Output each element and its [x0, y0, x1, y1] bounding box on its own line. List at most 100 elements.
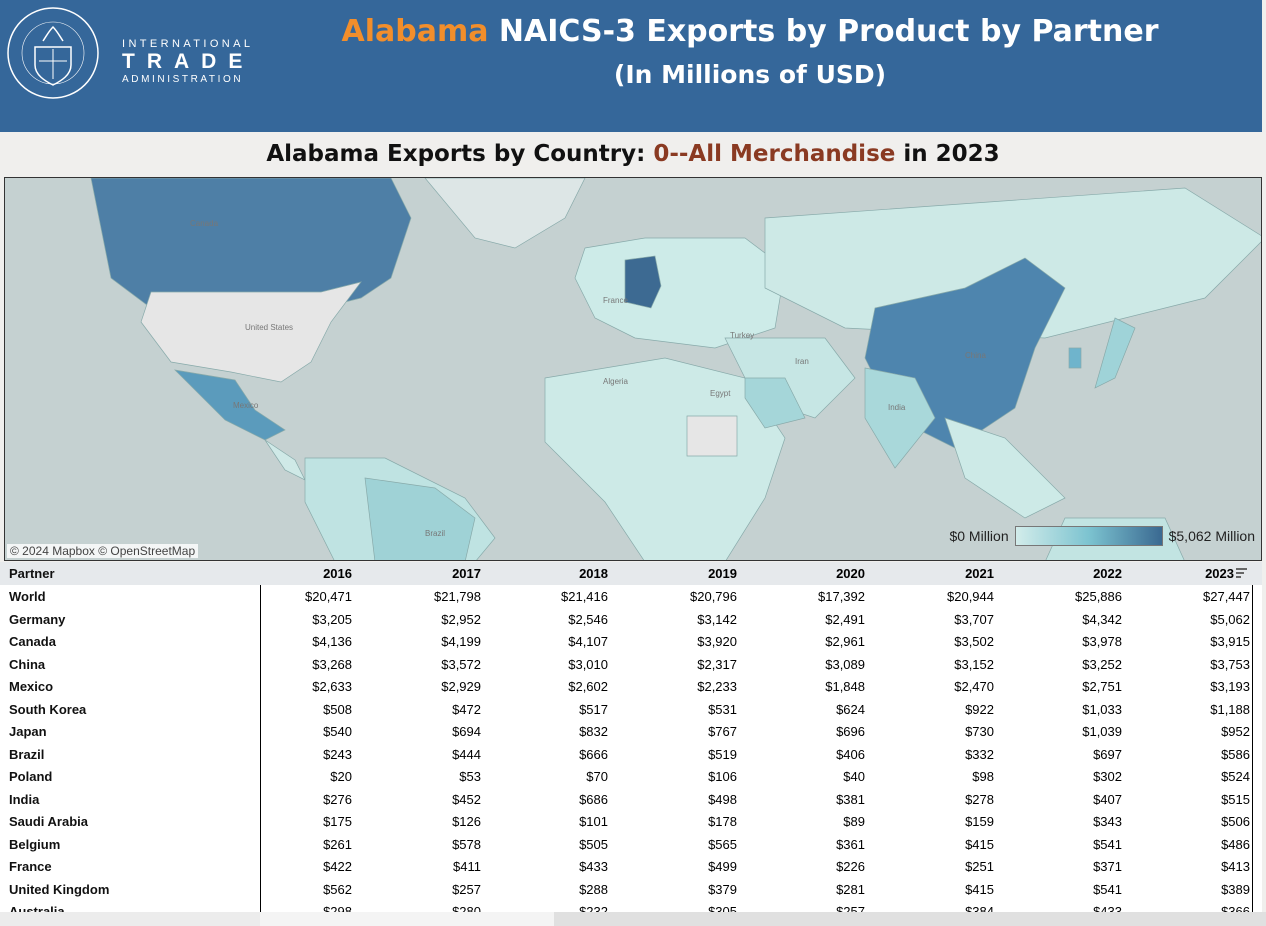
export-value: $407: [1093, 791, 1122, 807]
horizontal-scrollbar[interactable]: [0, 912, 1266, 926]
country-japan[interactable]: [1094, 317, 1136, 389]
export-value: $1,188: [1210, 701, 1250, 717]
export-value: $4,199: [441, 634, 481, 649]
table-row[interactable]: Saudi Arabia $175 $126 $101 $178 $89 $159 $343 $…: [0, 810, 1262, 833]
export-value: $541: [1093, 836, 1122, 852]
table-row[interactable]: India $276 $452 $686 $498 $381 $278 $407 $515: [0, 788, 1262, 811]
export-value: $2,470: [954, 679, 994, 694]
export-value: $381: [836, 791, 865, 807]
dashboard-header: INTERNATIONAL TRADE ADMINISTRATION Alaba…: [0, 0, 1262, 132]
export-value: $20,796: [690, 589, 737, 604]
export-value: $452: [452, 791, 481, 807]
export-value: $832: [579, 724, 608, 739]
column-header-year[interactable]: 2019: [708, 566, 737, 581]
export-value: $20,471: [305, 589, 352, 604]
map-attribution[interactable]: © 2024 Mapbox © OpenStreetMap: [7, 544, 199, 558]
column-header-year[interactable]: 2021: [965, 566, 994, 581]
table-row[interactable]: Germany $3,205 $2,952 $2,546 $3,142 $2,491 $3,…: [0, 608, 1262, 631]
logo-line-2: TRADE: [122, 50, 255, 73]
sort-descending-icon[interactable]: [1236, 567, 1248, 579]
export-value: $361: [836, 836, 865, 852]
table-row[interactable]: France $422 $411 $433 $499 $226 $251 $371 $413: [0, 855, 1262, 878]
export-value: $305: [708, 904, 737, 912]
export-value: $257: [452, 881, 481, 897]
country-india[interactable]: [864, 367, 936, 469]
column-header-year[interactable]: 2023: [1205, 566, 1234, 581]
export-value: $343: [1093, 814, 1122, 829]
export-value: $3,753: [1210, 656, 1250, 672]
export-value: $4,342: [1082, 611, 1122, 627]
table-row[interactable]: Mexico $2,633 $2,929 $2,602 $2,233 $1,848 $2,4…: [0, 675, 1262, 698]
export-value: $4,136: [312, 634, 352, 649]
choropleth-map[interactable]: Canada United States Mexico Brazil France Tur…: [4, 177, 1262, 561]
export-value: $411: [453, 859, 481, 874]
export-value: $53: [459, 769, 481, 784]
export-value: $2,633: [312, 679, 352, 694]
export-value: $2,546: [568, 611, 608, 627]
legend-min: $0 Million: [949, 528, 1009, 544]
country-saudi-arabia[interactable]: [744, 377, 806, 429]
export-value: $952: [1221, 724, 1250, 739]
export-value: $3,010: [568, 656, 608, 672]
central-america[interactable]: [264, 439, 306, 481]
map-label: United States: [245, 323, 293, 332]
africa[interactable]: [544, 357, 786, 561]
export-value: $178: [708, 814, 737, 829]
table-row[interactable]: South Korea $508 $472 $517 $531 $624 $922 $1,03…: [0, 698, 1262, 721]
column-header-year[interactable]: 2017: [452, 566, 481, 581]
logo-line-1: INTERNATIONAL: [122, 38, 254, 50]
map-label: France: [603, 296, 628, 305]
export-value: $379: [708, 881, 737, 897]
table-row[interactable]: Japan $540 $694 $832 $767 $696 $730 $1,039 $952: [0, 720, 1262, 743]
export-value: $3,572: [441, 656, 481, 672]
product-selection[interactable]: 0--All Merchandise: [653, 141, 896, 167]
map-title-prefix: Alabama Exports by Country:: [266, 141, 654, 167]
column-header-year[interactable]: 2018: [579, 566, 608, 581]
scrollbar-track[interactable]: [260, 912, 554, 926]
export-value: $586: [1221, 746, 1250, 762]
ita-wordmark: INTERNATIONAL TRADE ADMINISTRATION: [122, 38, 254, 85]
export-value: $261: [323, 836, 352, 852]
southeast-asia[interactable]: [944, 417, 1066, 519]
country-united-states[interactable]: [140, 281, 362, 383]
export-value: $27,447: [1203, 589, 1250, 604]
exports-table: Partner 2016 2017 2018 2019 2020 2021 2022 2023 …: [0, 562, 1262, 912]
export-value: $5,062: [1210, 611, 1250, 627]
export-value: $444: [452, 746, 481, 762]
map-canvas[interactable]: Canada United States Mexico Brazil France Tur…: [5, 178, 1262, 561]
table-row[interactable]: Canada $4,136 $4,199 $4,107 $3,920 $2,961 $3,5…: [0, 630, 1262, 653]
map-label: Egypt: [710, 389, 731, 398]
country-brazil[interactable]: [364, 477, 476, 561]
export-value: $159: [965, 814, 994, 829]
map-label: Algeria: [603, 377, 628, 386]
table-row[interactable]: United Kingdom $562 $257 $288 $379 $281 $415 $5…: [0, 878, 1262, 901]
column-header-partner[interactable]: Partner: [9, 566, 55, 581]
export-value: $922: [965, 701, 994, 717]
column-header-year[interactable]: 2020: [836, 566, 865, 581]
export-value: $541: [1093, 881, 1122, 897]
column-header-year[interactable]: 2022: [1093, 566, 1122, 581]
country-mexico[interactable]: [173, 369, 286, 441]
export-value: $730: [965, 724, 994, 739]
table-row[interactable]: Brazil $243 $444 $666 $519 $406 $332 $697 $586: [0, 743, 1262, 766]
export-value: $1,039: [1082, 724, 1122, 739]
country-germany[interactable]: [624, 255, 662, 309]
table-row[interactable]: Belgium $261 $578 $505 $565 $361 $415 $541 $486: [0, 833, 1262, 856]
country-greenland[interactable]: [424, 178, 586, 249]
export-value: $232: [579, 904, 608, 912]
column-header-year[interactable]: 2016: [323, 566, 352, 581]
table-row[interactable]: Poland $20 $53 $70 $106 $40 $98 $302 $524: [0, 765, 1262, 788]
country-south-korea[interactable]: [1068, 347, 1082, 369]
scrollbar-thumb[interactable]: [554, 912, 1266, 926]
partner-name: South Korea: [9, 701, 87, 717]
export-value: $472: [452, 701, 481, 717]
export-value: $20: [330, 769, 352, 784]
export-value: $498: [708, 791, 737, 807]
export-value: $433: [1093, 904, 1122, 912]
table-row[interactable]: Australia $298 $280 $232 $305 $257 $384 $433 $36…: [0, 900, 1262, 912]
export-value: $1,848: [825, 679, 865, 694]
russia-asia[interactable]: [764, 187, 1262, 339]
table-row[interactable]: World $20,471 $21,798 $21,416 $20,796 $17,392…: [0, 585, 1262, 608]
table-row[interactable]: China $3,268 $3,572 $3,010 $2,317 $3,089 $3,15…: [0, 653, 1262, 676]
country-sudan[interactable]: [686, 415, 738, 457]
